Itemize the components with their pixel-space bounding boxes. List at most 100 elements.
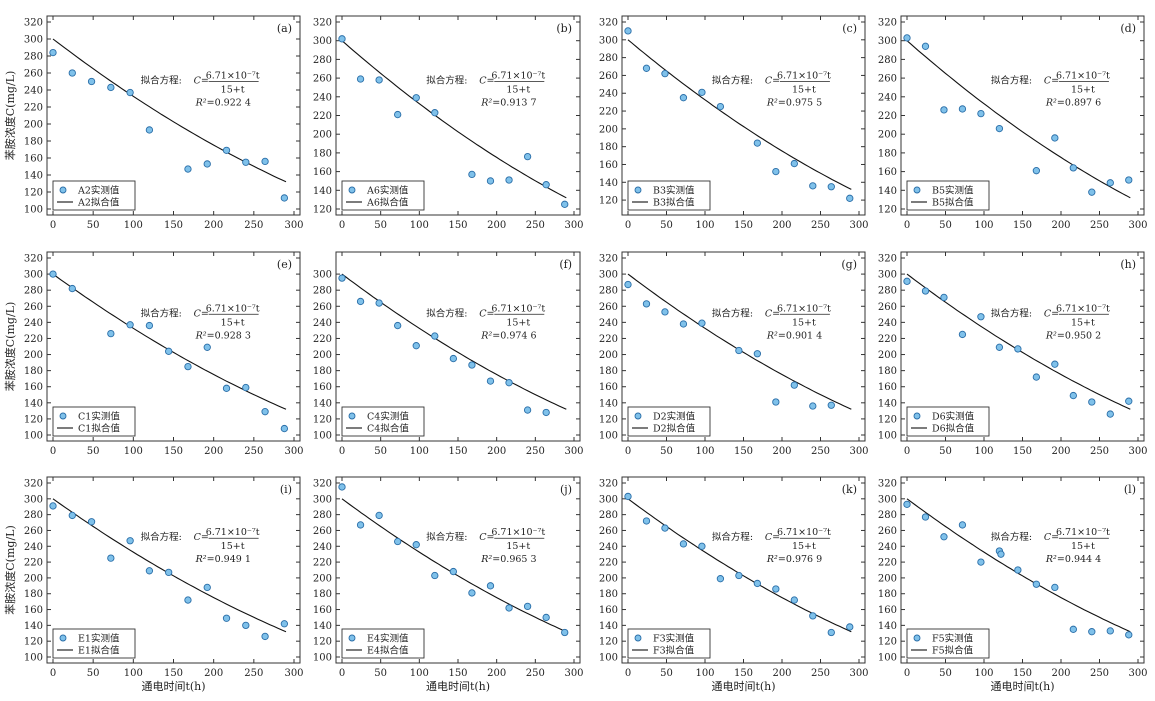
panel-j: 100 120 140 160 180 200 220 240 260 280 300 320 0 50 1… [313, 476, 584, 693]
data-point [903, 34, 911, 42]
legend-box [52, 406, 136, 437]
x-tick-label: 0 [339, 668, 345, 679]
data-point [790, 596, 798, 604]
legend-marker [634, 186, 642, 194]
legend-marker [348, 634, 356, 642]
y-tick-label: 100 [313, 431, 332, 442]
data-point [1069, 164, 1077, 172]
fit-equation: 拟合方程: C=6.71×10⁻⁷t 15+t R²= 0.976 9 [712, 527, 831, 565]
r2-value: 0.944 4 [1065, 554, 1101, 565]
x-tick-label: 50 [939, 446, 952, 457]
x-tick-label: 0 [904, 668, 910, 679]
x-tick-label: 100 [695, 446, 714, 457]
legend-fitted: D6拟合值 [932, 423, 975, 435]
x-tick-label: 0 [625, 446, 631, 457]
y-tick-label: 280 [24, 52, 43, 63]
x-axis-label: 通电时间t(h) [990, 680, 1054, 693]
r2-prefix: R²= [766, 554, 786, 565]
equation-denominator: 15+t [1071, 541, 1095, 552]
y-tick-label: 220 [24, 103, 43, 114]
panel-tag: (a) [277, 22, 292, 35]
fit-equation: 拟合方程: C=6.71×10⁻⁷t 15+t R²= 0.975 5 [712, 71, 831, 109]
y-axis-label: 苯胺浓度C(mg/L) [3, 71, 17, 160]
x-axis-label: 通电时间t(h) [711, 680, 775, 693]
legend-measured: B5实测值 [932, 185, 974, 197]
x-tick-label: 150 [164, 220, 183, 231]
data-point [716, 575, 725, 583]
y-tick-label: 140 [599, 621, 618, 632]
y-tick-label: 260 [24, 526, 43, 537]
equation-numerator: 6.71×10⁻⁷t [777, 71, 831, 82]
x-tick-label: 50 [374, 220, 387, 231]
data-point [468, 589, 476, 597]
y-tick-label: 280 [313, 55, 332, 66]
data-point [356, 75, 365, 83]
data-point [449, 567, 458, 576]
data-point [1088, 398, 1096, 406]
y-tick-label: 120 [313, 637, 332, 648]
data-point [375, 511, 383, 520]
x-tick-label: 0 [625, 220, 631, 231]
legend-marker [59, 412, 67, 420]
data-point [107, 83, 115, 92]
x-tick-label: 200 [772, 446, 791, 457]
legend-fitted: A2拟合值 [77, 197, 120, 209]
equation-numerator: 6.71×10⁻⁷t [491, 303, 545, 314]
y-tick-label: 240 [599, 89, 618, 100]
equation-denominator: 15+t [1071, 317, 1095, 328]
y-tick-label: 320 [24, 254, 43, 265]
x-tick-label: 0 [339, 220, 345, 231]
r2-prefix: R²= [766, 98, 786, 109]
data-point [561, 628, 569, 637]
data-point [394, 537, 402, 546]
y-tick-label: 160 [599, 160, 618, 171]
r2-value: 0.965 3 [500, 554, 536, 565]
equation-numerator: 6.71×10⁻⁷t [491, 71, 545, 82]
y-tick-label: 180 [313, 148, 332, 159]
fit-equation: 拟合方程: C=6.71×10⁻⁷t 15+t R²= 0.922 4 [141, 71, 260, 109]
y-tick-label: 260 [599, 526, 618, 537]
y-tick-label: 260 [24, 302, 43, 313]
data-point [921, 42, 930, 50]
y-tick-label: 180 [24, 589, 43, 600]
equation-numerator: 6.71×10⁻⁷t [206, 71, 260, 82]
legend-fitted: D2拟合值 [653, 423, 696, 435]
x-tick-label: 250 [244, 446, 263, 457]
y-tick-label: 240 [878, 542, 897, 553]
x-tick-label: 0 [904, 220, 910, 231]
legend-box [52, 628, 136, 659]
x-tick-label: 200 [487, 220, 506, 231]
y-tick-label: 120 [599, 414, 618, 425]
y-tick-label: 220 [599, 334, 618, 345]
equation-numerator: 6.71×10⁻⁷t [1056, 527, 1110, 538]
equation-denominator: 15+t [221, 541, 245, 552]
y-tick-label: 220 [313, 334, 332, 345]
data-point [542, 181, 550, 189]
panel-g: 100 120 140 160 180 200 220 240 260 280 300 320 0 50 1… [599, 251, 869, 457]
x-tick-label: 50 [660, 446, 673, 457]
data-point [1069, 625, 1077, 633]
x-tick-label: 150 [448, 446, 467, 457]
legend-fitted: F5拟合值 [932, 645, 974, 657]
panel-tag: (i) [280, 483, 292, 496]
data-point [977, 109, 985, 118]
legend-fitted: C4拟合值 [367, 423, 409, 435]
data-point [126, 88, 134, 97]
data-point [735, 571, 743, 580]
data-point [827, 183, 835, 191]
x-tick-label: 50 [87, 668, 100, 679]
r2-value: 0.974 6 [500, 330, 536, 341]
panel-l: 100 120 140 160 180 200 220 240 260 280 300 320 0 50 1… [878, 476, 1148, 693]
equation-lhs: C= [194, 308, 209, 319]
data-point [753, 139, 762, 147]
data-point [995, 343, 1004, 351]
data-point [203, 583, 211, 592]
x-tick-label: 300 [849, 446, 868, 457]
fit-equation: 拟合方程: C=6.71×10⁻⁷t 15+t R²= 0.928 3 [141, 303, 260, 341]
legend-marker [634, 634, 642, 642]
data-point [87, 518, 96, 526]
